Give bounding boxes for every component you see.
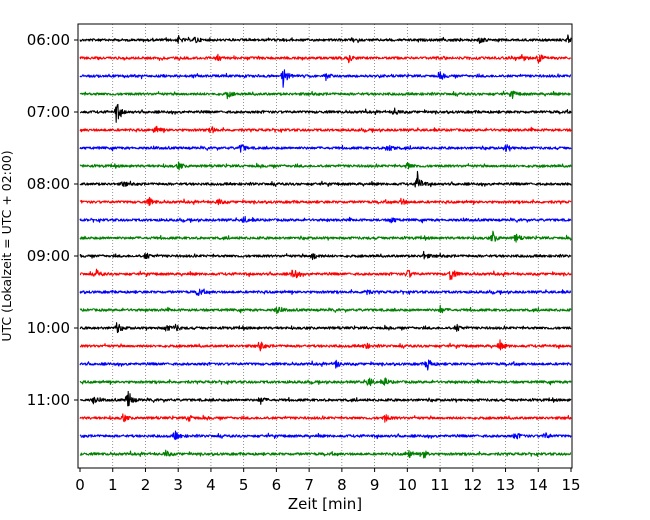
- trace-0830: [79, 215, 572, 224]
- x-axis: 0 1 2 3 4 5 6 7 8 9 10 11 12 13 14 15: [75, 468, 581, 494]
- y-tick-label: 10:00: [27, 319, 70, 337]
- trace-1145: [79, 449, 572, 459]
- x-tick-label: 0: [75, 476, 85, 494]
- x-tick-label: 7: [304, 476, 314, 494]
- x-tick-label: 8: [337, 476, 347, 494]
- trace-0800: [79, 170, 572, 188]
- trace-0645: [79, 90, 572, 100]
- trace-layer: [79, 34, 572, 459]
- x-tick-label: 4: [206, 476, 216, 494]
- trace-1045: [79, 377, 572, 387]
- trace-0600: [79, 34, 572, 44]
- y-tick-label: 08:00: [27, 175, 70, 193]
- y-tick-label: 11:00: [27, 391, 70, 409]
- trace-0945: [79, 304, 572, 315]
- trace-1115: [79, 413, 572, 423]
- x-tick-label: 6: [272, 476, 282, 494]
- trace-0900: [79, 250, 572, 261]
- x-tick-label: 3: [173, 476, 183, 494]
- y-axis: 06:00 07:00 08:00 09:00 10:00 11:00: [27, 31, 78, 409]
- trace-1015: [79, 339, 572, 352]
- trace-1030: [79, 359, 572, 371]
- plot-frame: [77, 23, 573, 469]
- x-tick-label: 2: [141, 476, 151, 494]
- y-axis-label: UTC (Lokalzeit = UTC + 02:00): [0, 150, 14, 341]
- trace-0715: [79, 125, 572, 134]
- y-tick-label: 07:00: [27, 103, 70, 121]
- x-tick-label: 11: [431, 476, 450, 494]
- x-tick-label: 13: [496, 476, 515, 494]
- trace-0745: [79, 161, 572, 171]
- x-tick-label: 15: [561, 476, 580, 494]
- y-tick-label: 09:00: [27, 247, 70, 265]
- x-tick-label: 1: [108, 476, 118, 494]
- grid-layer: [112, 24, 539, 468]
- x-axis-label: Zeit [min]: [288, 495, 362, 513]
- trace-0915: [79, 268, 572, 281]
- x-tick-label: 5: [239, 476, 249, 494]
- trace-0630: [79, 69, 572, 88]
- trace-0815: [79, 196, 572, 207]
- trace-0930: [79, 288, 572, 296]
- x-tick-label: 14: [529, 476, 548, 494]
- x-tick-label: 10: [398, 476, 417, 494]
- trace-1130: [79, 430, 572, 441]
- y-tick-label: 06:00: [27, 31, 70, 49]
- x-tick-label: 12: [463, 476, 482, 494]
- trace-0730: [79, 144, 572, 153]
- trace-0845: [79, 230, 572, 243]
- x-tick-label: 9: [370, 476, 380, 494]
- trace-0615: [79, 53, 572, 64]
- trace-1000: [79, 322, 572, 334]
- trace-0700: [79, 103, 572, 123]
- trace-1100: [79, 390, 572, 407]
